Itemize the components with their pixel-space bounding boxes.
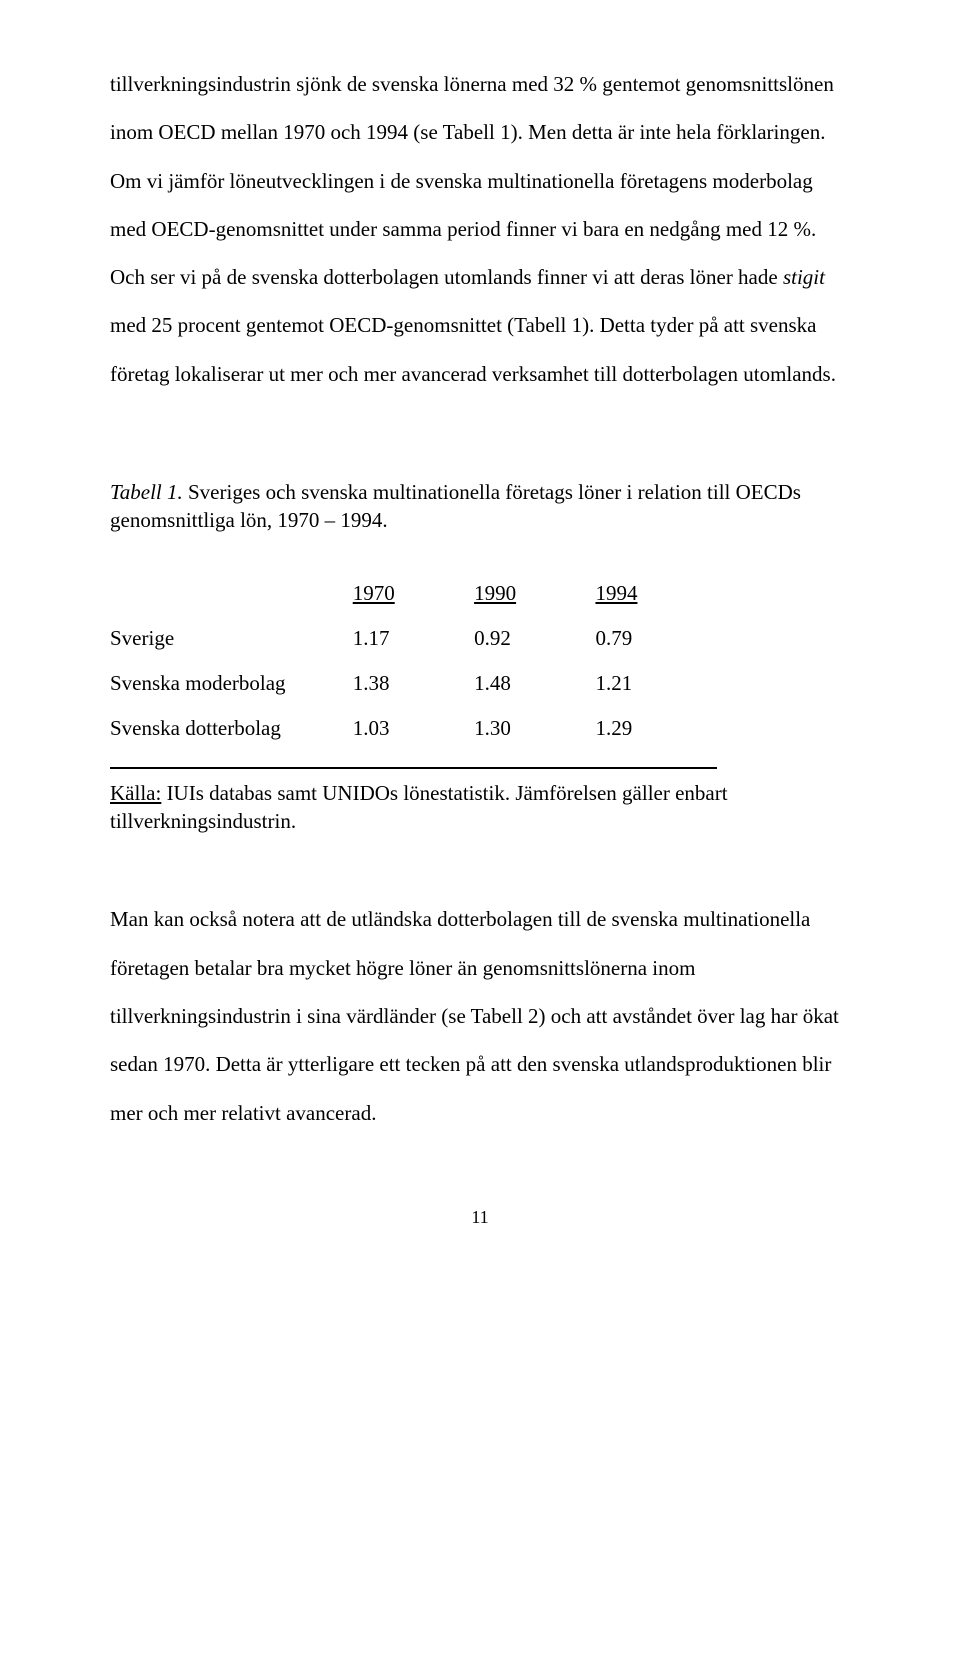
cell: 0.92 [474, 616, 595, 661]
cell: 1.30 [474, 706, 595, 751]
table-1: 1970 1990 1994 Sverige 1.17 0.92 0.79 Sv… [110, 571, 717, 751]
source-label: Källa: [110, 781, 161, 805]
cell: 1.21 [595, 661, 716, 706]
para1-part-a: tillverkningsindustrin sjönk de svenska … [110, 72, 834, 289]
cell: 1.29 [595, 706, 716, 751]
cell: 1.48 [474, 661, 595, 706]
table-divider [110, 767, 717, 769]
row-label: Sverige [110, 616, 353, 661]
source-text: IUIs databas samt UNIDOs lönestatistik. … [110, 781, 728, 833]
cell: 1.38 [353, 661, 474, 706]
row-label: Svenska dotterbolag [110, 706, 353, 751]
para1-part-b: med 25 procent gentemot OECD-genomsnitte… [110, 313, 836, 385]
cell: 0.79 [595, 616, 716, 661]
table-header-row: 1970 1990 1994 [110, 571, 717, 616]
table-source: Källa: IUIs databas samt UNIDOs lönestat… [110, 779, 850, 836]
table-col-1970: 1970 [353, 571, 474, 616]
table-row: Svenska dotterbolag 1.03 1.30 1.29 [110, 706, 717, 751]
table-col-1994: 1994 [595, 571, 716, 616]
paragraph-2: Man kan också notera att de utländska do… [110, 895, 850, 1136]
table-caption: Tabell 1. Sveriges och svenska multinati… [110, 478, 850, 535]
row-label: Svenska moderbolag [110, 661, 353, 706]
page-number: 11 [110, 1207, 850, 1228]
table-col-1990: 1990 [474, 571, 595, 616]
paragraph-1: tillverkningsindustrin sjönk de svenska … [110, 60, 850, 398]
table-row: Svenska moderbolag 1.38 1.48 1.21 [110, 661, 717, 706]
document-page: tillverkningsindustrin sjönk de svenska … [0, 0, 960, 1268]
table-caption-rest: Sveriges och svenska multinationella för… [110, 480, 801, 532]
para1-italic: stigit [783, 265, 825, 289]
table-header-empty [110, 571, 353, 616]
table-row: Sverige 1.17 0.92 0.79 [110, 616, 717, 661]
cell: 1.17 [353, 616, 474, 661]
cell: 1.03 [353, 706, 474, 751]
table-caption-title: Tabell 1. [110, 480, 183, 504]
